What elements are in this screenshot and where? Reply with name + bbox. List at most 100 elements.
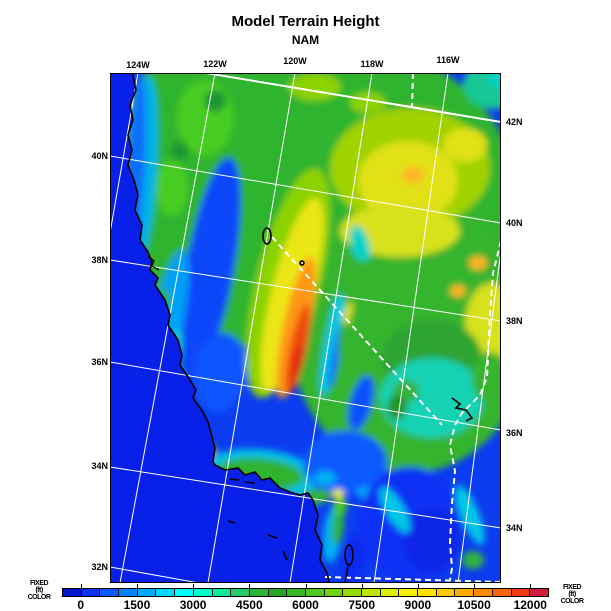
axis-label-32n: 32N xyxy=(91,562,108,572)
colorbar-segment xyxy=(268,589,288,596)
colorbar-tick xyxy=(361,584,363,588)
terrain-contour-blob xyxy=(469,256,487,270)
colorbar-segment xyxy=(492,589,512,596)
colorbar-tick xyxy=(305,584,307,588)
colorbar-caption-line: FIXED xyxy=(562,584,582,591)
terrain-contour-blob xyxy=(404,509,460,573)
terrain-contour-blob xyxy=(348,375,374,431)
lake-tahoe xyxy=(262,227,272,245)
colorbar-segment xyxy=(474,589,493,596)
colorbar-tick xyxy=(474,584,476,588)
page-title: Model Terrain Height xyxy=(231,13,380,30)
colorbar-tick-label: 10500 xyxy=(457,598,491,611)
axis-label-38n: 38N xyxy=(506,316,523,326)
mono-lake xyxy=(299,260,305,266)
colorbar-caption-line: COLOR xyxy=(560,598,584,605)
coastline xyxy=(127,73,331,583)
terrain-contour-blob xyxy=(349,225,371,265)
axis-label-122w: 122W xyxy=(203,59,227,69)
colorbar-tick-label: 12000 xyxy=(513,598,547,611)
axis-label-38n: 38N xyxy=(91,255,108,265)
terrain-contour-blob xyxy=(171,142,189,160)
terrain-contour-blob xyxy=(379,487,411,533)
terrain-contour-blob xyxy=(489,71,503,89)
terrain-contour-blob xyxy=(291,346,303,382)
terrain-contour-blob xyxy=(332,489,344,499)
model-subtitle: NAM xyxy=(291,33,320,47)
colorbar-tick-label: 0 xyxy=(77,598,85,611)
terrain-contour-blob xyxy=(314,471,336,485)
colorbar-tick xyxy=(249,584,251,588)
colorbar-segment xyxy=(305,589,325,596)
colorbar-tick xyxy=(530,584,532,588)
colorbar-segment xyxy=(455,589,475,596)
terrain-contour-blob xyxy=(204,90,226,112)
colorbar-segment xyxy=(343,589,362,596)
colorbar-segment xyxy=(418,589,437,596)
axis-label-36n: 36N xyxy=(506,428,523,438)
terrain-contour-blob xyxy=(387,394,407,420)
colorbar-caption-line: COLOR xyxy=(27,594,51,601)
axis-label-42n: 42N xyxy=(506,117,523,127)
terrain-contour-blob xyxy=(289,73,341,101)
colorbar-caption-line: (ft) xyxy=(35,587,43,594)
colorbar-tick xyxy=(80,584,82,588)
axis-label-34n: 34N xyxy=(506,523,523,533)
terrain-map xyxy=(110,71,503,584)
map-frame xyxy=(110,73,501,583)
colorbar-tick-label: 1500 xyxy=(123,598,151,611)
colorbar-segment xyxy=(530,589,548,596)
colorbar-caption-right: FIXED (ft) COLOR xyxy=(555,584,589,605)
terrain-contour-blob xyxy=(380,358,484,438)
colorbar-segment xyxy=(81,589,101,596)
axis-label-120w: 120W xyxy=(283,56,307,66)
colorbar-segment xyxy=(175,589,194,596)
colorbar-tick-label: 9000 xyxy=(404,598,432,611)
colorbar xyxy=(62,588,549,597)
terrain-contour-blob xyxy=(179,157,241,379)
colorbar-segment xyxy=(100,589,120,596)
colorbar-caption-line: FIXED xyxy=(29,580,49,587)
terrain-contour-blob xyxy=(340,205,460,257)
colorbar-segment xyxy=(380,589,400,596)
colorbar-segment xyxy=(156,589,176,596)
colorbar-segment xyxy=(287,589,306,596)
axis-label-118w: 118W xyxy=(360,59,384,69)
colorbar-segment xyxy=(119,589,138,596)
colorbar-tick xyxy=(193,584,195,588)
colorbar-segment xyxy=(511,589,531,596)
colorbar-segment xyxy=(193,589,213,596)
terrain-contour-blob xyxy=(455,485,485,545)
colorbar-caption-left: FIXED (ft) COLOR xyxy=(22,580,56,601)
colorbar-tick-label: 4500 xyxy=(235,598,263,611)
axis-label-40n: 40N xyxy=(91,151,108,161)
colorbar-tick xyxy=(417,584,419,588)
colorbar-segment xyxy=(231,589,250,596)
colorbar-segment xyxy=(63,589,82,596)
terrain-contours xyxy=(128,71,503,584)
colorbar-tick-label: 6000 xyxy=(292,598,319,611)
colorbar-caption-line: (ft) xyxy=(568,591,576,598)
terrain-contour-blob xyxy=(320,293,344,397)
colorbar-segment xyxy=(324,589,344,596)
terrain-contour-blob xyxy=(156,160,188,216)
axis-label-36n: 36N xyxy=(91,357,108,367)
colorbar-segment xyxy=(249,589,269,596)
colorbar-tick xyxy=(136,584,138,588)
colorbar-segment xyxy=(436,589,456,596)
terrain-contour-blob xyxy=(337,289,359,361)
terrain-contour-blob xyxy=(333,497,347,515)
axis-label-40n: 40N xyxy=(506,218,523,228)
colorbar-segment xyxy=(212,589,232,596)
colorbar-segment xyxy=(399,589,419,596)
terrain-contour-blob xyxy=(450,285,466,297)
terrain-contour-blob xyxy=(331,505,345,545)
terrain-contour-blob xyxy=(462,551,484,569)
terrain-map-svg xyxy=(110,71,503,584)
axis-label-116w: 116W xyxy=(436,55,460,65)
axis-label-124w: 124W xyxy=(126,60,150,70)
terrain-contour-blob xyxy=(193,333,247,413)
colorbar-tick-label: 7500 xyxy=(348,598,376,611)
graticule-lines xyxy=(110,73,501,583)
